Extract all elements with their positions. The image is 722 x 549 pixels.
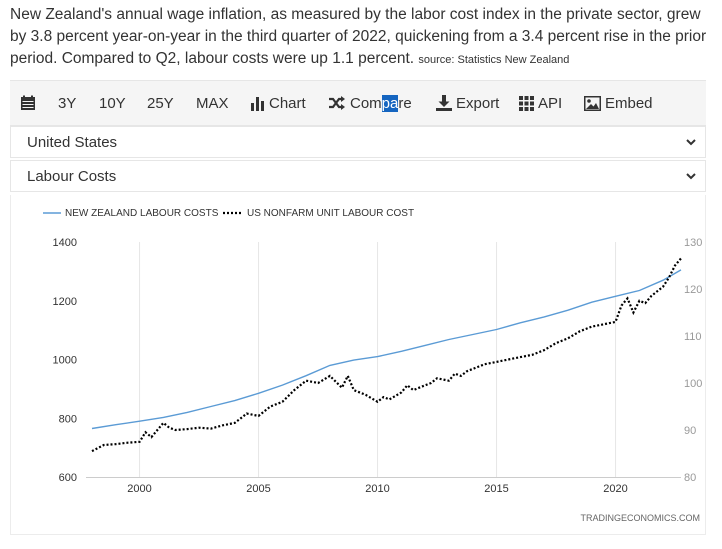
calendar-icon <box>21 95 35 110</box>
range-3y-button[interactable]: 3Y <box>58 94 77 112</box>
range-25y-button[interactable]: 25Y <box>147 94 174 112</box>
indicator-select-value: Labour Costs <box>27 167 117 185</box>
chart-container: 2000 2005 2010 2015 2020 600 800 1000 1200 1400 80… <box>10 195 706 535</box>
shuffle-icon <box>329 96 345 110</box>
chart-button[interactable]: Chart <box>251 81 306 125</box>
us-unit-labour-cost-line <box>91 257 682 453</box>
x-tick-label: 2020 <box>603 483 627 495</box>
y-right-tick-label: 120 <box>684 284 702 296</box>
embed-label: Embed <box>605 94 653 112</box>
api-label: API <box>538 94 563 112</box>
y-right-tick-label: 110 <box>684 331 702 343</box>
range-10y-button[interactable]: 10Y <box>99 94 126 112</box>
labour-cost-chart: 2000 2005 2010 2015 2020 600 800 1000 1200 1400 80… <box>43 208 702 523</box>
x-tick-label: 2000 <box>127 483 151 495</box>
y-left-tick-label: 600 <box>59 472 77 484</box>
grid-icon <box>519 95 534 111</box>
indicator-select[interactable]: Labour Costs <box>10 160 706 192</box>
y-left-tick-label: 1000 <box>53 355 77 367</box>
range-max-button[interactable]: MAX <box>196 94 229 112</box>
x-tick-label: 2010 <box>365 483 389 495</box>
chevron-down-icon <box>686 173 696 180</box>
y-left-tick-label: 1200 <box>53 296 77 308</box>
export-button[interactable]: Export <box>436 81 499 125</box>
y-left-tick-label: 1400 <box>53 237 77 249</box>
compare-label-a: Com <box>350 94 382 112</box>
country-select-value: United States <box>27 133 118 151</box>
export-label: Export <box>456 94 500 112</box>
bar-chart-icon <box>251 97 264 111</box>
y-right-tick-label: 90 <box>684 425 696 437</box>
y-right-tick-label: 80 <box>684 472 696 484</box>
credit-label: TRADINGECONOMICS.COM <box>580 513 700 523</box>
x-tick-label: 2015 <box>484 483 508 495</box>
compare-button[interactable]: Com pa re <box>328 81 412 125</box>
y-right-tick-label: 100 <box>684 378 702 390</box>
nz-labour-costs-line <box>91 269 682 430</box>
y-right-tick-label: 130 <box>684 237 702 249</box>
country-select[interactable]: United States <box>10 126 706 158</box>
legend-label-nz: NEW ZEALAND LABOUR COSTS <box>65 208 219 219</box>
description: New Zealand's annual wage inflation, as … <box>10 4 716 71</box>
api-button[interactable]: API <box>519 81 562 125</box>
download-icon <box>436 95 452 111</box>
compare-label-c: re <box>398 94 412 112</box>
calendar-button[interactable] <box>20 81 40 125</box>
toolbar: 3Y 10Y 25Y MAX Chart Com pa re Export API … <box>10 80 706 126</box>
source-label: source: Statistics New Zealand <box>418 54 570 66</box>
y-left-tick-label: 800 <box>59 413 77 425</box>
embed-button[interactable]: Embed <box>584 81 653 125</box>
compare-label-selected: pa <box>381 94 399 112</box>
description-text: New Zealand's annual wage inflation, as … <box>10 6 707 67</box>
legend-label-us: US NONFARM UNIT LABOUR COST <box>247 208 414 219</box>
x-tick-label: 2005 <box>246 483 270 495</box>
image-icon <box>584 95 601 111</box>
chart-button-label: Chart <box>269 94 306 112</box>
chevron-down-icon <box>686 139 696 146</box>
